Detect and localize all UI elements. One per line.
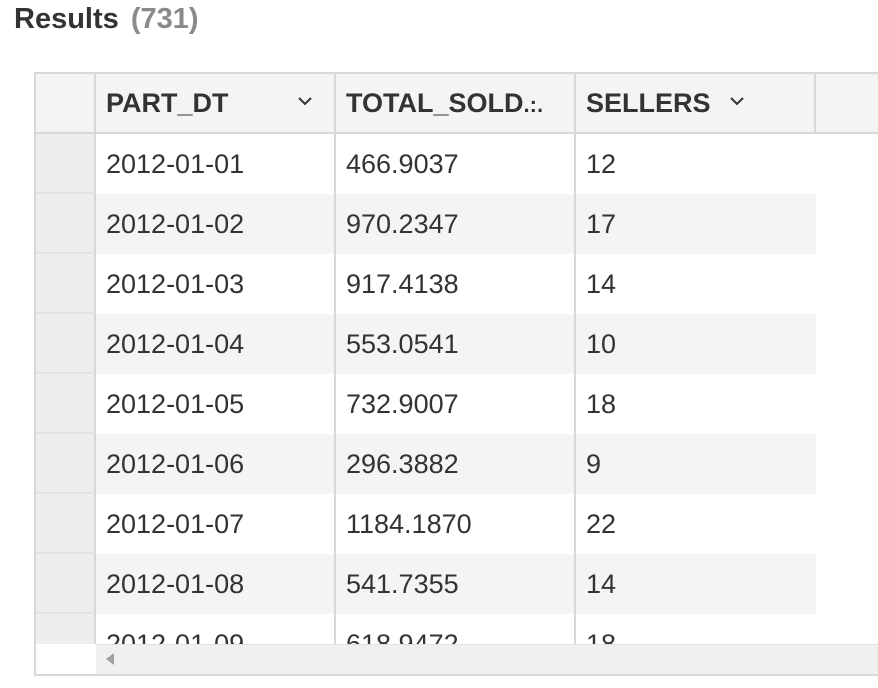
- column-divider: [334, 614, 336, 644]
- table-row[interactable]: 2012-01-08 541.7355 14: [36, 554, 878, 614]
- column-divider: [334, 374, 336, 434]
- cell-sellers[interactable]: 17: [576, 194, 816, 254]
- cell-total-sold[interactable]: 553.0541: [336, 314, 576, 374]
- table-row[interactable]: 2012-01-09 618.9472 18: [36, 614, 878, 644]
- row-selector[interactable]: [36, 194, 96, 254]
- table-row[interactable]: 2012-01-02 970.2347 17: [36, 194, 878, 254]
- cell-total-sold[interactable]: 970.2347: [336, 194, 576, 254]
- cell-part-dt[interactable]: 2012-01-04: [96, 314, 336, 374]
- cell-total-sold[interactable]: 466.9037: [336, 134, 576, 194]
- cell-part-dt[interactable]: 2012-01-06: [96, 434, 336, 494]
- column-header-total-sold[interactable]: TOTAL_SOLD.:.: [336, 74, 576, 132]
- column-divider: [574, 494, 576, 554]
- cell-sellers[interactable]: 18: [576, 374, 816, 434]
- cell-total-sold[interactable]: 296.3882: [336, 434, 576, 494]
- horizontal-scrollbar[interactable]: [96, 644, 878, 674]
- row-selector[interactable]: [36, 494, 96, 554]
- row-selector[interactable]: [36, 374, 96, 434]
- column-divider: [574, 614, 576, 644]
- column-divider: [334, 554, 336, 614]
- results-label: Results: [14, 3, 119, 35]
- cell-sellers[interactable]: 12: [576, 134, 816, 194]
- cell-total-sold[interactable]: 1184.1870: [336, 494, 576, 554]
- column-divider: [574, 314, 576, 374]
- cell-sellers[interactable]: 14: [576, 254, 816, 314]
- cell-part-dt[interactable]: 2012-01-01: [96, 134, 336, 194]
- cell-part-dt[interactable]: 2012-01-02: [96, 194, 336, 254]
- results-grid: PART_DT TOTAL_SOLD.:. SELLERS 2012-01-01…: [34, 72, 878, 676]
- scroll-left-icon[interactable]: [106, 653, 114, 665]
- cell-sellers[interactable]: 22: [576, 494, 816, 554]
- column-header-label: SELLERS: [586, 88, 711, 118]
- cell-part-dt[interactable]: 2012-01-07: [96, 494, 336, 554]
- table-row[interactable]: 2012-01-01 466.9037 12: [36, 134, 878, 194]
- column-divider: [574, 254, 576, 314]
- column-divider: [334, 254, 336, 314]
- chevron-down-icon[interactable]: [730, 96, 744, 106]
- grid-body: 2012-01-01 466.9037 12 2012-01-02 970.23…: [36, 134, 878, 644]
- cell-part-dt[interactable]: 2012-01-05: [96, 374, 336, 434]
- column-divider: [334, 194, 336, 254]
- grid-header: PART_DT TOTAL_SOLD.:. SELLERS: [36, 74, 878, 134]
- column-header-label: TOTAL_SOLD: [346, 88, 524, 118]
- cell-total-sold[interactable]: 917.4138: [336, 254, 576, 314]
- table-row[interactable]: 2012-01-03 917.4138 14: [36, 254, 878, 314]
- cell-total-sold[interactable]: 618.9472: [336, 614, 576, 644]
- row-selector[interactable]: [36, 134, 96, 194]
- column-divider: [574, 134, 576, 194]
- column-divider: [574, 194, 576, 254]
- table-row[interactable]: 2012-01-04 553.0541 10: [36, 314, 878, 374]
- header-corner: [36, 74, 96, 132]
- column-header-part-dt[interactable]: PART_DT: [96, 74, 336, 132]
- cell-part-dt[interactable]: 2012-01-03: [96, 254, 336, 314]
- cell-total-sold[interactable]: 732.9007: [336, 374, 576, 434]
- row-selector[interactable]: [36, 434, 96, 494]
- column-divider: [574, 374, 576, 434]
- row-selector[interactable]: [36, 554, 96, 614]
- table-row[interactable]: 2012-01-05 732.9007 18: [36, 374, 878, 434]
- cell-total-sold[interactable]: 541.7355: [336, 554, 576, 614]
- column-divider: [334, 314, 336, 374]
- table-row[interactable]: 2012-01-07 1184.1870 22: [36, 494, 878, 554]
- cell-part-dt[interactable]: 2012-01-09: [96, 614, 336, 644]
- cell-sellers[interactable]: 18: [576, 614, 816, 644]
- cell-part-dt[interactable]: 2012-01-08: [96, 554, 336, 614]
- chevron-down-icon[interactable]: [298, 96, 312, 106]
- column-divider: [574, 554, 576, 614]
- column-divider: [334, 494, 336, 554]
- row-selector[interactable]: [36, 254, 96, 314]
- truncation-marker: .:.: [523, 92, 544, 117]
- cell-sellers[interactable]: 14: [576, 554, 816, 614]
- column-divider: [334, 434, 336, 494]
- results-count: (731): [130, 3, 199, 35]
- column-header-filler: [816, 74, 878, 132]
- row-selector[interactable]: [36, 614, 96, 644]
- column-divider: [334, 134, 336, 194]
- results-title: Results (731): [14, 2, 199, 36]
- column-header-label: PART_DT: [106, 88, 229, 118]
- cell-sellers[interactable]: 10: [576, 314, 816, 374]
- column-header-sellers[interactable]: SELLERS: [576, 74, 816, 132]
- table-row[interactable]: 2012-01-06 296.3882 9: [36, 434, 878, 494]
- cell-sellers[interactable]: 9: [576, 434, 816, 494]
- column-divider: [574, 434, 576, 494]
- row-selector[interactable]: [36, 314, 96, 374]
